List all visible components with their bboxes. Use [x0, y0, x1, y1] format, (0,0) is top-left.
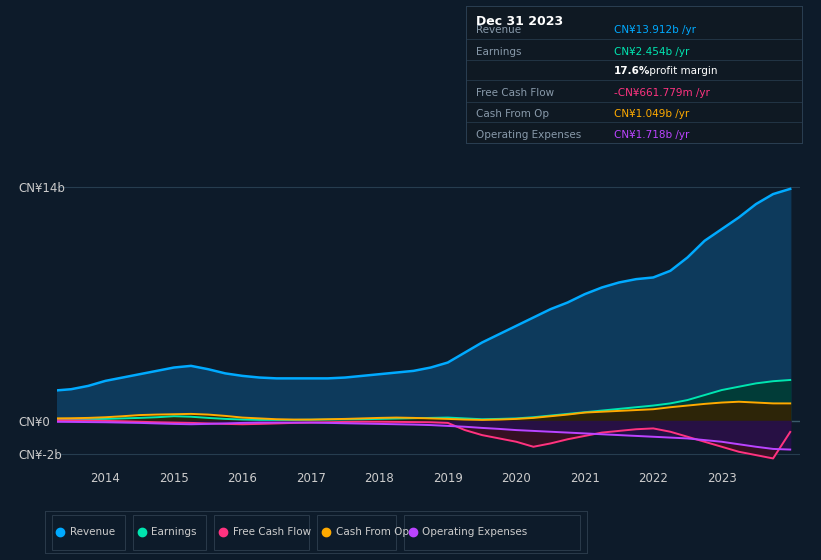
Text: 17.6%: 17.6% — [613, 67, 650, 77]
Text: Free Cash Flow: Free Cash Flow — [232, 528, 311, 537]
Text: Earnings: Earnings — [151, 528, 197, 537]
Text: Earnings: Earnings — [475, 47, 521, 57]
Text: Cash From Op: Cash From Op — [336, 528, 409, 537]
Text: Revenue: Revenue — [475, 25, 521, 35]
Text: Operating Expenses: Operating Expenses — [422, 528, 528, 537]
Text: -CN¥661.779m /yr: -CN¥661.779m /yr — [613, 88, 709, 99]
Text: profit margin: profit margin — [645, 67, 717, 77]
Text: Cash From Op: Cash From Op — [475, 109, 548, 119]
Text: Revenue: Revenue — [70, 528, 115, 537]
Text: Free Cash Flow: Free Cash Flow — [475, 88, 553, 99]
Text: CN¥1.049b /yr: CN¥1.049b /yr — [613, 109, 689, 119]
Text: Dec 31 2023: Dec 31 2023 — [475, 15, 562, 28]
Text: Operating Expenses: Operating Expenses — [475, 129, 580, 139]
Text: CN¥1.718b /yr: CN¥1.718b /yr — [613, 129, 689, 139]
Text: CN¥2.454b /yr: CN¥2.454b /yr — [613, 47, 689, 57]
Text: CN¥13.912b /yr: CN¥13.912b /yr — [613, 25, 695, 35]
